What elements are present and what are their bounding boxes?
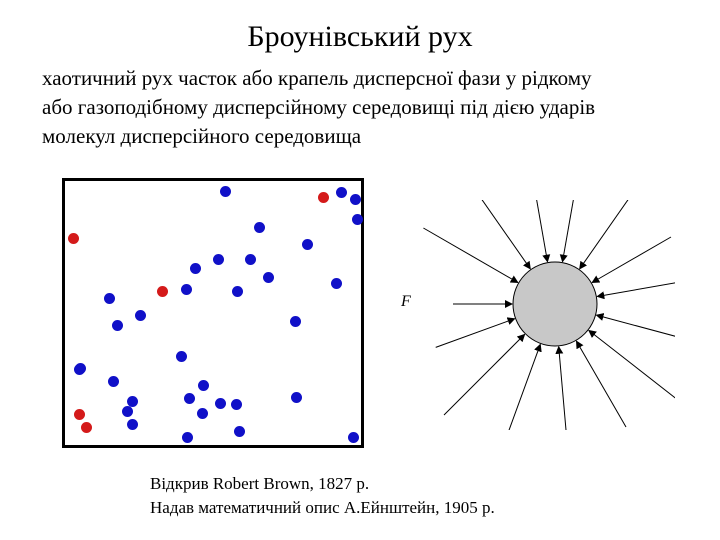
impact-arrow	[555, 345, 567, 430]
particle	[290, 316, 301, 327]
impact-arrow	[443, 333, 526, 416]
particle	[352, 214, 363, 225]
definition-line: або газоподібному дисперсійному середови…	[42, 95, 596, 119]
impact-arrow	[559, 200, 574, 263]
particle	[176, 351, 187, 362]
definition-text: хаотичний рух часток або крапель дисперс…	[42, 64, 692, 151]
particle	[74, 409, 85, 420]
impact-arrow	[579, 200, 629, 270]
particle	[68, 233, 79, 244]
definition-line: хаотичний рух часток або крапель дисперс…	[42, 66, 592, 90]
credit-discovery: Відкрив Robert Brown, 1827 р.	[150, 474, 370, 493]
particle	[231, 399, 242, 410]
particle	[348, 432, 359, 443]
impact-arrow	[595, 313, 675, 337]
brownian-particle-sphere	[512, 261, 598, 347]
particle	[291, 392, 302, 403]
particle	[234, 426, 245, 437]
credit-einstein: Надав математичний опис А.Ейнштейн, 1905…	[150, 498, 495, 517]
credits: Відкрив Robert Brown, 1827 р. Надав мате…	[150, 472, 495, 520]
particle	[197, 408, 208, 419]
particle	[302, 239, 313, 250]
impact-arrow	[591, 236, 672, 284]
impact-arrow	[536, 200, 551, 263]
particle	[127, 419, 138, 430]
impact-arrow	[423, 227, 519, 283]
impact-arrow	[596, 282, 675, 300]
impact-arrow	[576, 340, 627, 428]
particle	[104, 293, 115, 304]
particle	[245, 254, 256, 265]
particle	[318, 192, 329, 203]
particle-box	[62, 178, 364, 448]
particle	[213, 254, 224, 265]
impact-arrow	[435, 317, 516, 348]
page-title: Броунівський рух	[247, 20, 473, 53]
particle	[81, 422, 92, 433]
particle	[263, 272, 274, 283]
particle	[184, 393, 195, 404]
particle	[254, 222, 265, 233]
particle	[108, 376, 119, 387]
particle	[74, 364, 85, 375]
particle	[198, 380, 209, 391]
impact-arrow	[481, 200, 531, 270]
particle	[336, 187, 347, 198]
molecular-impact-diagram: F	[400, 200, 675, 430]
force-label: F	[400, 293, 411, 310]
particle	[232, 286, 243, 297]
particle	[331, 278, 342, 289]
particle	[157, 286, 168, 297]
definition-line: молекул дисперсійного середовища	[42, 124, 362, 148]
particle	[220, 186, 231, 197]
particle	[181, 284, 192, 295]
impact-arrows	[423, 200, 675, 430]
particle	[127, 396, 138, 407]
particle	[215, 398, 226, 409]
particle	[135, 310, 146, 321]
particle	[350, 194, 361, 205]
impact-arrow	[508, 343, 542, 430]
particle	[112, 320, 123, 331]
particle	[190, 263, 201, 274]
particle	[122, 406, 133, 417]
impact-arrow	[588, 329, 675, 399]
particle	[182, 432, 193, 443]
